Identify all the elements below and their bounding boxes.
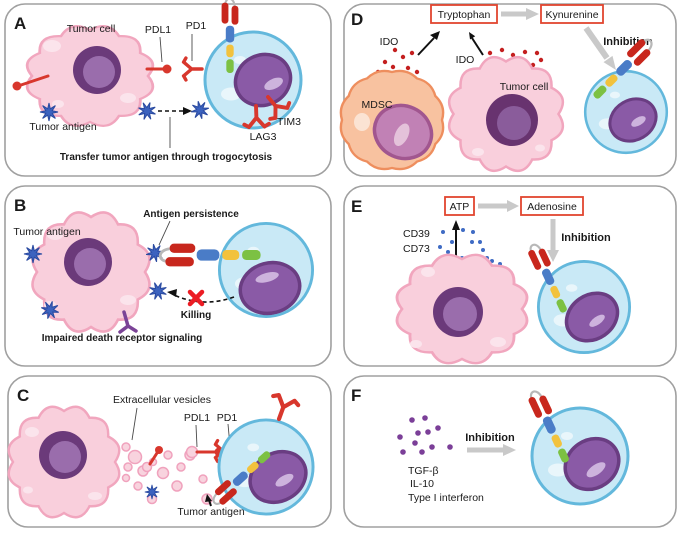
pdl1-label-c: PDL1 <box>184 412 210 424</box>
tumor-nucleus-a <box>73 46 121 94</box>
antigen-persistence-label: Antigen persistence <box>143 209 239 220</box>
kynurenine-box <box>540 4 604 24</box>
panel-e-letter: E <box>351 197 362 216</box>
pdl1-head-icon <box>162 64 172 74</box>
ido-arrow-2 <box>471 37 484 56</box>
tumor-cell-a <box>25 24 155 128</box>
t-cell-nucleus-b <box>238 260 302 316</box>
tumor-nucleus-c <box>39 431 87 479</box>
tumor-cell-c <box>7 405 121 519</box>
pd1-label-c: PD1 <box>217 412 238 424</box>
cd73-label: CD73 <box>403 243 430 255</box>
t-cell-a <box>203 30 303 130</box>
inhibition-label-f: Inhibition <box>465 432 515 444</box>
adenosine-box <box>520 196 584 216</box>
vesicle-pdl1-head-icon <box>155 446 163 454</box>
tumor-antigen-label-a: Tumor antigen <box>29 121 96 133</box>
tumor-cell-b <box>31 211 151 333</box>
killing-arrow <box>173 294 235 303</box>
cytokine-molecules-icon <box>397 415 453 455</box>
panel-b-caption: Impaired death receptor signaling <box>42 333 203 344</box>
panel-a: A Tumor cell Tumor antigen Transfer tumo… <box>4 0 332 177</box>
panel-c-letter: C <box>17 386 29 405</box>
tumor-cell-d <box>447 55 565 173</box>
inhibition-arrow-d <box>583 26 610 60</box>
tryptophan-label: Tryptophan <box>438 9 491 21</box>
t-cell-nucleus-c <box>248 449 308 505</box>
t-cell-e <box>536 259 632 355</box>
ifn-label: Type I interferon <box>408 492 484 504</box>
atp-label: ATP <box>450 201 470 213</box>
t-cell-d <box>583 69 669 155</box>
killing-arrowhead-icon <box>167 289 177 297</box>
t-cell-nucleus-d <box>608 97 658 143</box>
conversion-arrowhead-icon <box>507 200 519 212</box>
panel-a-caption: Transfer tumor antigen through trogocyto… <box>60 152 273 163</box>
atp-box <box>444 196 475 216</box>
mdsc-cell <box>339 69 445 171</box>
tgfb-label: TGF-β <box>408 465 439 477</box>
ido-label-tumor: IDO <box>456 54 475 66</box>
death-receptor-icon <box>118 310 138 334</box>
il10-label: IL-10 <box>410 478 434 490</box>
mdsc-nucleus <box>372 103 434 161</box>
inhibition-label-e: Inhibition <box>561 232 611 244</box>
tumor-cell-e <box>395 253 529 365</box>
t-cell-nucleus-a <box>233 52 293 108</box>
inhibition-arrowhead-icon <box>503 444 516 456</box>
panel-e: E ATP Adenosine Inhibition CD39 CD73 <box>343 185 677 367</box>
tumor-nucleus-b <box>64 238 112 286</box>
cd39-label: CD39 <box>403 228 430 240</box>
lag3-label: LAG3 <box>250 131 277 143</box>
t-cell-nucleus-f <box>563 436 621 492</box>
panel-d-letter: D <box>351 10 363 29</box>
ido-arrow-1 <box>417 37 435 56</box>
pdl1-ligand-left-head-icon <box>12 81 22 91</box>
pdl1-ligand-left-icon <box>19 74 50 87</box>
vesicles-label: Extracellular vesicles <box>113 394 211 406</box>
panel-f: F Inhibition TGF-β IL-10 Type I interfer… <box>343 375 677 528</box>
pd1-label-a: PD1 <box>186 20 207 32</box>
killing-x-icon <box>187 289 205 307</box>
tumor-nucleus-d <box>486 94 538 146</box>
inhibition-arrowhead-icon <box>603 55 616 70</box>
tumor-cell-label-a: Tumor cell <box>67 23 116 35</box>
tumor-nucleus-e <box>433 287 483 337</box>
panel-b: B Tumor antigen Antigen persistence Kill… <box>4 185 332 367</box>
tumor-antigen-icon <box>39 102 59 122</box>
tumor-antigen-label-c: Tumor antigen <box>177 506 244 518</box>
trogocytosis-arrowhead-icon <box>183 107 192 115</box>
t-cell-nucleus-e <box>564 291 620 343</box>
inhibition-label-d: Inhibition <box>603 36 653 48</box>
t-cell-c <box>217 418 315 516</box>
t-cell-f <box>530 406 630 506</box>
tumor-antigen-icon <box>144 484 160 500</box>
t-cell-b <box>217 221 315 319</box>
panel-d: D Tryptophan Kynurenine Inhibition IDO I… <box>339 3 677 177</box>
inhibition-arrowhead-icon <box>547 250 559 262</box>
panel-c: C Extracellular vesicles PDL1 PD1 <box>7 375 332 528</box>
killing-label: Killing <box>181 310 212 321</box>
tumor-antigen-icon <box>23 244 43 264</box>
panel-f-letter: F <box>351 386 361 405</box>
antigen-pointer-arrowhead-icon <box>205 494 212 502</box>
ido-label-mdsc: IDO <box>380 36 399 48</box>
tumor-antigen-label-b: Tumor antigen <box>13 226 80 238</box>
tryptophan-box <box>430 4 498 24</box>
panel-a-letter: A <box>14 14 26 33</box>
pdl1-label-a: PDL1 <box>145 24 171 36</box>
tumor-cell-label-d: Tumor cell <box>500 81 549 93</box>
adenosine-label: Adenosine <box>527 201 577 213</box>
tim3-label: TIM3 <box>277 116 301 128</box>
vesicle-pdl1-stick-icon <box>148 451 159 466</box>
conversion-arrowhead-icon <box>526 8 539 20</box>
kynurenine-label: Kynurenine <box>545 9 598 21</box>
panel-b-letter: B <box>14 196 26 215</box>
mdsc-label: MDSC <box>362 99 393 111</box>
